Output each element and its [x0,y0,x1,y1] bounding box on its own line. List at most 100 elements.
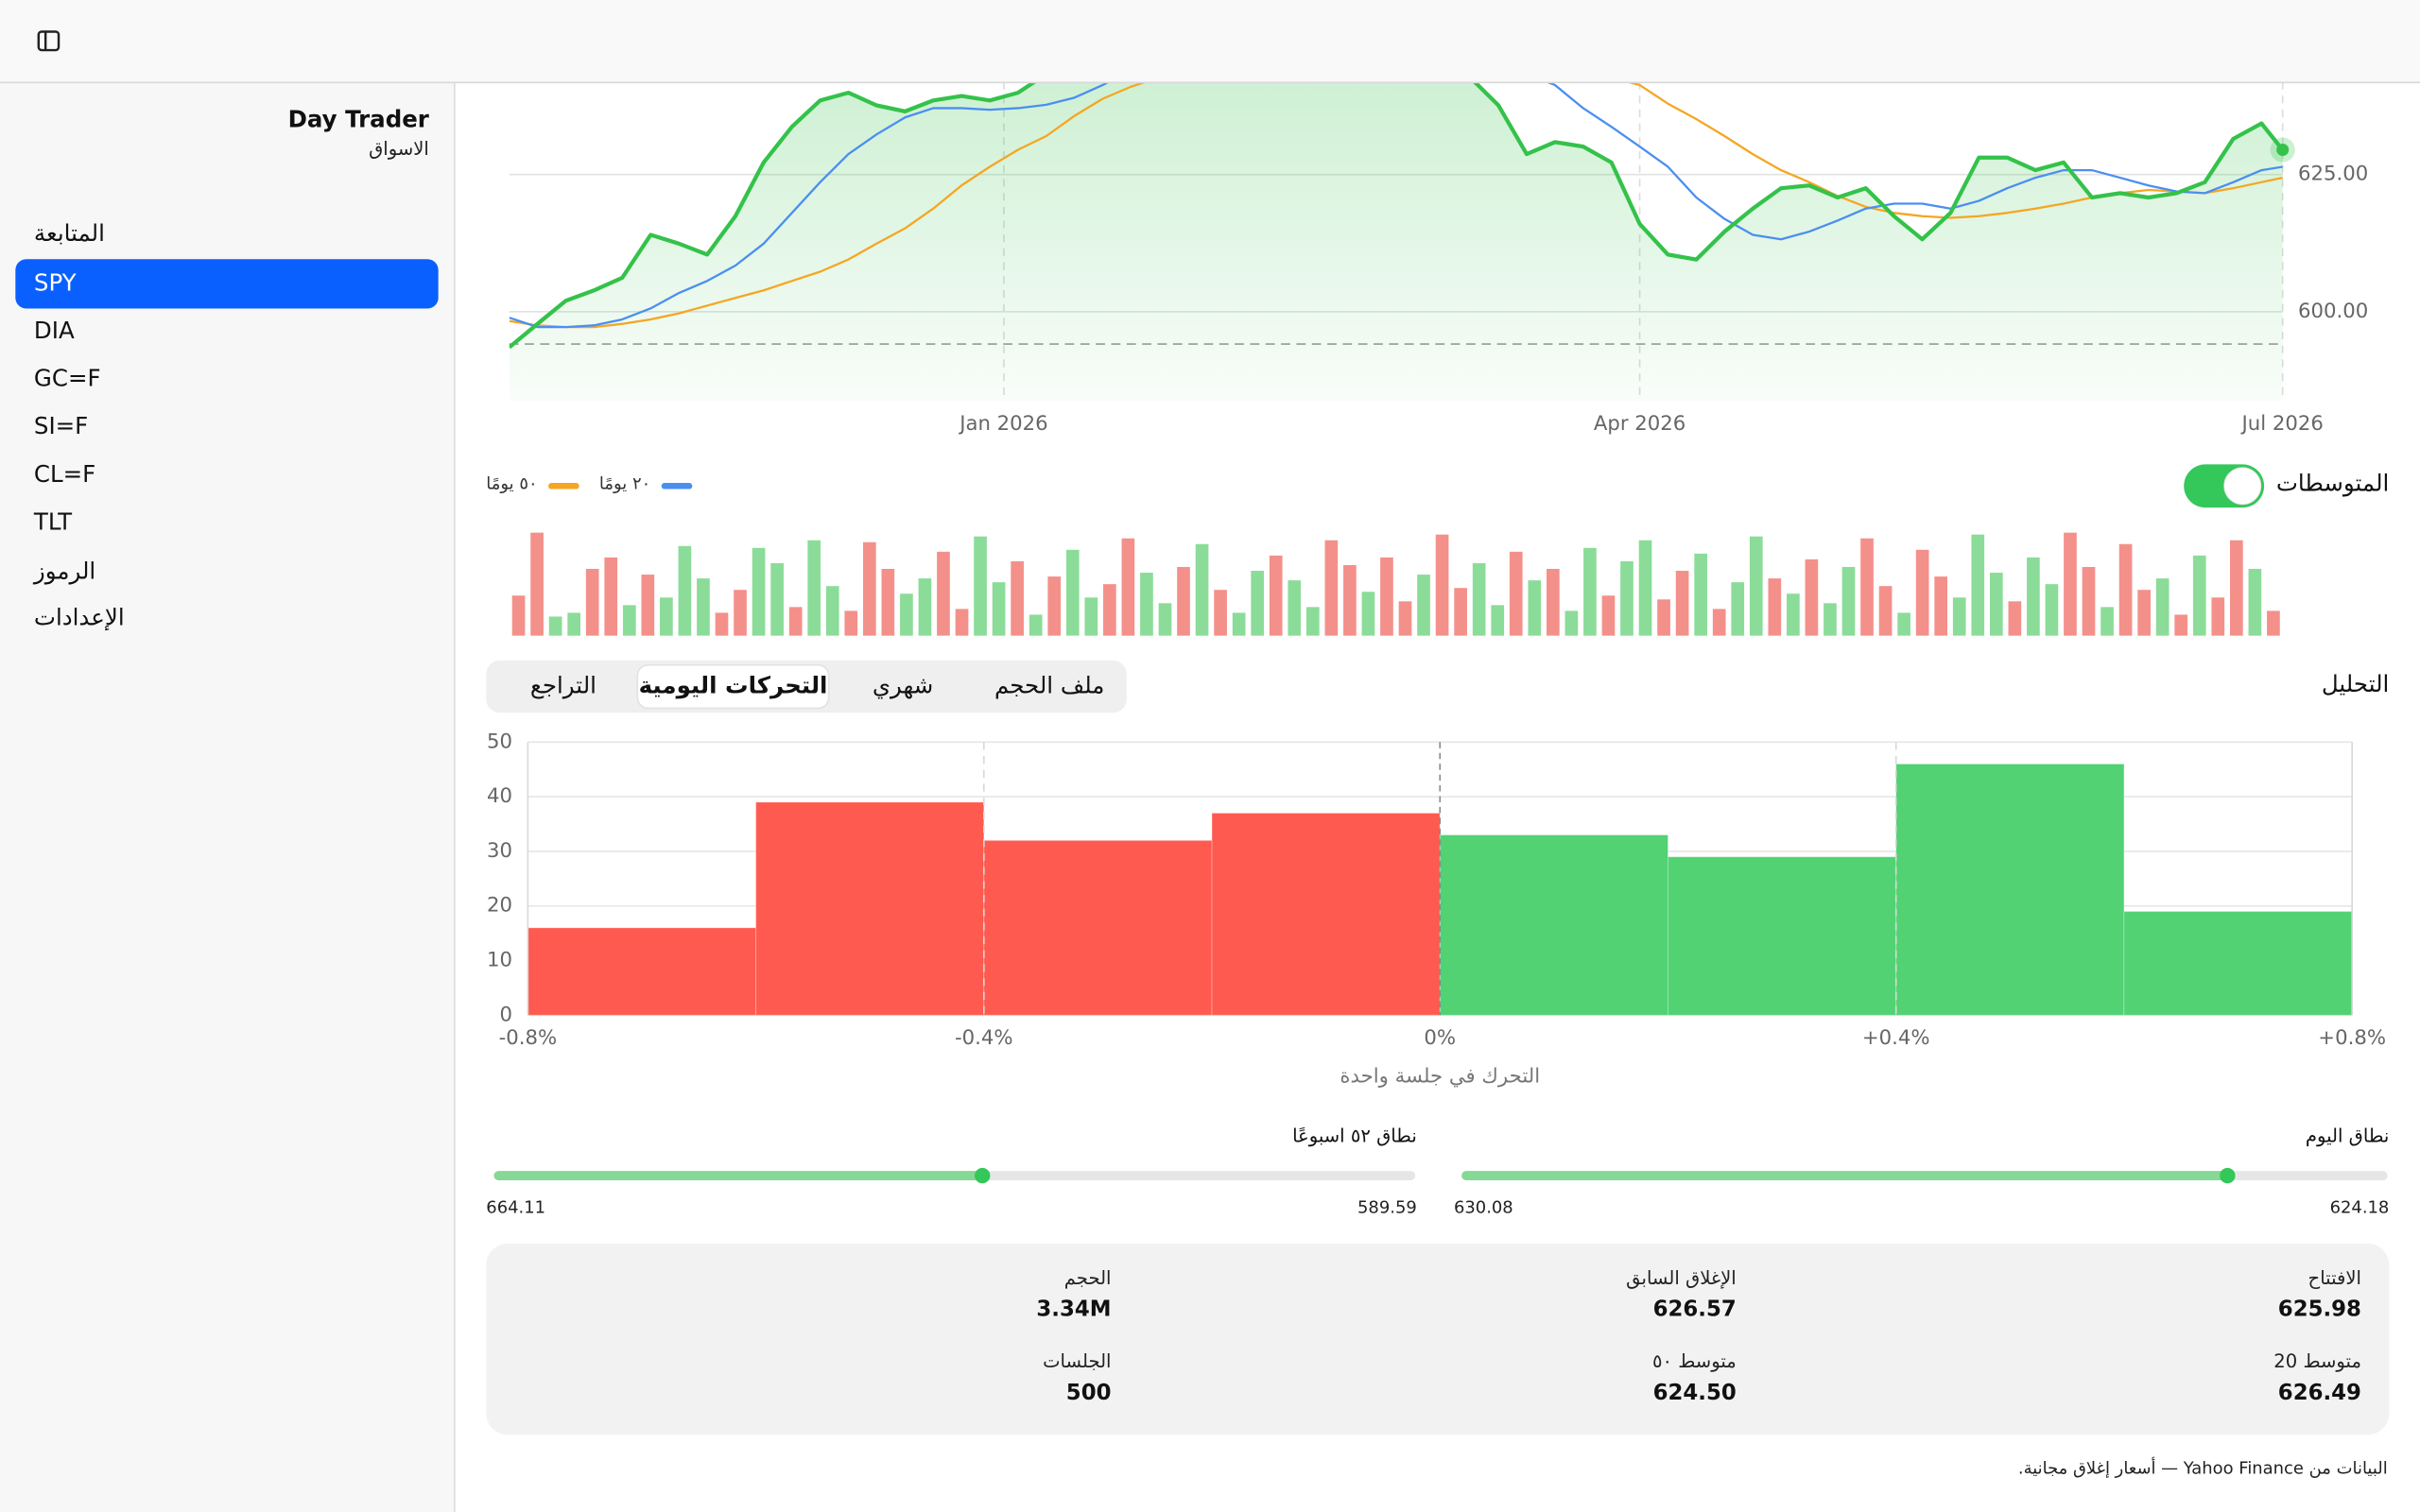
range-label: نطاق ٥٢ اسبوعًا [1292,1125,1417,1147]
selected-tab[interactable] [636,663,830,710]
stat-label: متوسط ٥٠ [1652,1350,1737,1372]
volume-bar [1121,538,1135,636]
volume-bar [1841,566,1856,636]
volume-bar [2082,566,2096,636]
range-fill [493,1171,983,1180]
volume-bar [1638,540,1652,636]
volume-bar [2155,578,2169,636]
range-max: 630.08 [1454,1197,1513,1217]
sidebar-item[interactable]: TLT [33,507,73,535]
volume-bar [862,541,876,636]
volume-bar [1749,536,1763,636]
y-tick-label: 625.00 [2298,163,2368,186]
tab[interactable]: ملف الحجم [994,672,1104,699]
stat-value: 626.57 [1653,1297,1737,1322]
y-tick-label: 20 [487,894,512,918]
volume-bar [1065,549,1080,636]
histogram-bar [755,801,985,1016]
y-tick-label: 10 [487,948,512,971]
y-tick-label: 30 [487,839,512,863]
volume-bar [2211,597,2225,636]
volume-bar [788,607,803,636]
volume-bar [1398,601,1412,636]
volume-bar [974,536,987,636]
stat-label: الإغلاق السابق [1626,1267,1737,1289]
volume-bar [2008,601,2022,636]
range-thumb [975,1167,991,1184]
volume-bar [1768,578,1782,636]
x-tick-label: Apr 2026 [1594,412,1685,436]
volume-bar [807,540,821,636]
volume-bar [1472,562,1486,636]
volume-bar [1694,553,1707,636]
volume-bar [1583,547,1597,636]
sidebar-item[interactable]: GC=F [34,365,101,392]
volume-bar [734,590,747,636]
histogram-bar [2123,910,2353,1016]
tab[interactable]: التحركات اليومية [639,672,828,699]
volume-bar [1509,551,1523,636]
toggle-knob[interactable] [2223,467,2262,506]
volume-bar [1232,612,1246,636]
sidebar-item[interactable]: SI=F [34,412,88,439]
volume-bar [1288,580,1302,636]
x-tick-label: Jan 2026 [958,412,1047,436]
app-subtitle: الاسواق [369,138,429,160]
volume-bar [1011,560,1024,636]
sidebar-toggle-icon[interactable] [37,30,60,52]
volume-bar [2118,543,2133,636]
histogram-bar [1668,856,1897,1016]
y-tick-label: 600.00 [2298,300,2368,323]
volume-bar [1564,610,1579,636]
x-axis-title: التحرك في جلسة واحدة [1340,1065,1540,1089]
sidebar-item[interactable]: الإعدادات [34,604,125,631]
volume-bar [1989,573,2003,636]
price-area [509,61,2283,402]
sidebar-item[interactable]: الرموز [32,558,95,585]
stat-label: الافتتاح [2308,1267,2361,1289]
sidebar-item[interactable]: CL=F [34,460,95,488]
range-max: 664.11 [486,1197,545,1217]
range-thumb [2220,1167,2236,1184]
histogram-bar [983,839,1213,1016]
tab[interactable]: التراجع [530,672,596,699]
histogram-bar [1895,763,2125,1016]
stats-card [486,1243,2390,1435]
volume-bar [844,610,858,636]
volume-bar [825,586,839,636]
toggle-label: المتوسطات [2276,470,2390,497]
y-tick-label: 50 [487,730,512,753]
x-tick-label: -0.4% [955,1026,1013,1050]
stat-value: 500 [1066,1381,1112,1405]
volume-bar [918,578,932,636]
toolbar [0,0,2420,84]
volume-bar [641,575,655,636]
last-price-dot [2276,144,2290,157]
volume-bar [1214,590,1227,636]
range-fill [1461,1171,2228,1180]
sidebar-item[interactable]: المتابعة [34,219,105,247]
volume-bar [1787,593,1800,636]
histogram-bar [1439,834,1668,1016]
volume-bar [1546,569,1560,636]
volume-bar [678,545,692,636]
volume-bar [1305,607,1320,636]
sidebar-item[interactable]: SPY [34,268,77,296]
volume-bar [2027,557,2040,636]
volume-bar [2192,555,2206,636]
stat-value: 626.49 [2278,1381,2361,1405]
tab[interactable]: شهري [873,672,933,699]
volume-bar [992,582,1006,636]
sidebar-item[interactable]: DIA [34,317,75,344]
volume-bar [715,612,729,636]
volume-bar [1952,597,1966,636]
stat-value: 625.98 [2278,1297,2361,1322]
volume-bar [2045,584,2059,636]
volume-bar [1084,597,1098,636]
y-tick-label: 40 [487,784,512,808]
volume-bar [1878,586,1893,636]
volume-bar [1491,605,1505,636]
volume-bar [1417,575,1430,636]
range-label: نطاق اليوم [2306,1125,2389,1147]
